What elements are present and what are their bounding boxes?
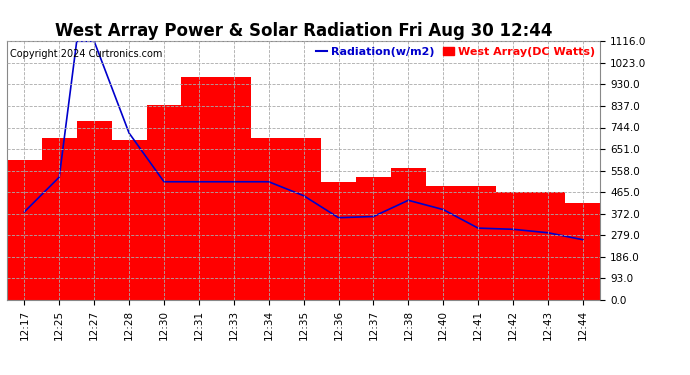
Bar [286, 138, 321, 300]
Bar [7, 160, 42, 300]
Bar [112, 140, 146, 300]
Bar [181, 77, 217, 300]
Bar [77, 122, 112, 300]
Bar [531, 192, 565, 300]
Bar [426, 186, 461, 300]
Bar [217, 77, 251, 300]
Bar [461, 186, 495, 300]
Bar [146, 105, 181, 300]
Bar [42, 138, 77, 300]
Bar [565, 202, 600, 300]
Legend: Radiation(w/m2), West Array(DC Watts): Radiation(w/m2), West Array(DC Watts) [316, 47, 595, 57]
Bar [391, 168, 426, 300]
Bar [356, 177, 391, 300]
Text: Copyright 2024 Curtronics.com: Copyright 2024 Curtronics.com [10, 49, 162, 59]
Bar [251, 138, 286, 300]
Bar [495, 192, 531, 300]
Title: West Array Power & Solar Radiation Fri Aug 30 12:44: West Array Power & Solar Radiation Fri A… [55, 22, 553, 40]
Bar [321, 182, 356, 300]
